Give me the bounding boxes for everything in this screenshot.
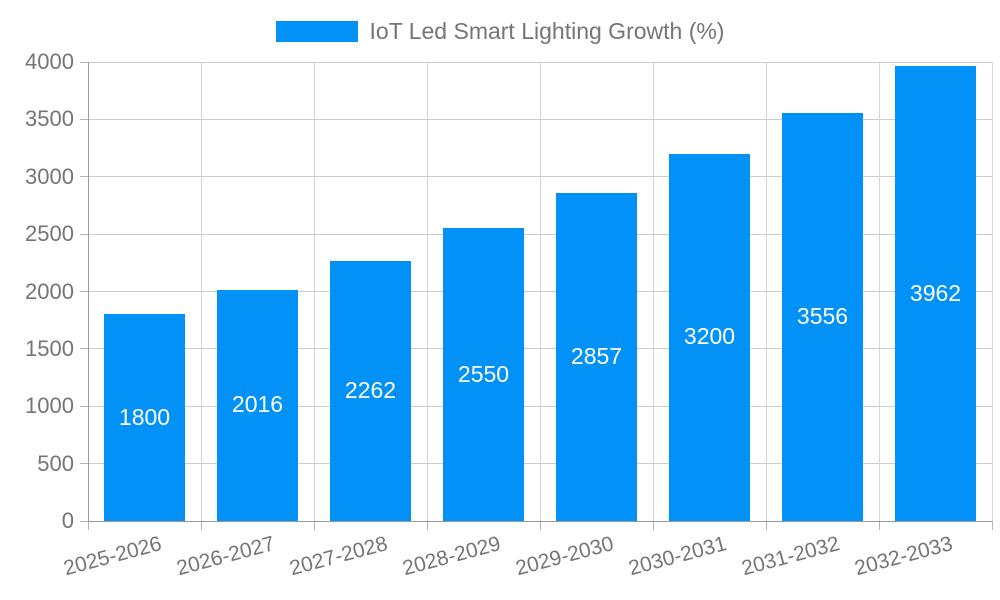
y-axis-tick-label: 4000: [25, 49, 74, 74]
x-axis-tick: [200, 521, 202, 530]
y-axis-tick: [80, 118, 88, 120]
bar-value-label: 3962: [909, 279, 962, 306]
y-axis-tick: [80, 61, 88, 63]
bar-value-label: 3556: [796, 302, 849, 329]
x-axis-tick: [991, 521, 993, 530]
y-axis-tick: [80, 520, 88, 522]
y-axis-tick: [80, 176, 88, 178]
bar-value-label: 2016: [231, 391, 284, 418]
legend[interactable]: IoT Led Smart Lighting Growth (%): [0, 18, 1000, 45]
legend-swatch-icon: [275, 21, 358, 42]
x-axis-tick: [313, 521, 315, 530]
x-axis-tick-label: 2027-2028: [287, 532, 391, 581]
v-gridline: [878, 62, 880, 521]
y-axis-tick-label: 3500: [25, 106, 74, 132]
y-axis-tick-label: 500: [37, 450, 74, 476]
x-axis-tick-label: 2032-2033: [852, 532, 956, 581]
bar: [782, 112, 863, 521]
x-axis-tick-label: 2031-2032: [739, 532, 843, 581]
y-axis-line: [87, 62, 89, 522]
x-axis-tick: [878, 521, 880, 530]
y-axis-tick: [80, 348, 88, 350]
x-axis-tick: [426, 521, 428, 530]
y-axis-tick-label: 2500: [25, 221, 74, 247]
x-axis-tick-label: 2030-2031: [626, 532, 730, 581]
y-axis-tick-label: 1500: [25, 335, 74, 361]
y-axis-tick: [80, 463, 88, 465]
bar: [669, 153, 750, 521]
y-axis-tick: [80, 405, 88, 407]
x-axis-tick-label: 2026-2027: [174, 532, 278, 581]
bar: [104, 314, 185, 521]
v-gridline: [200, 62, 202, 521]
x-axis-tick-label: 2028-2029: [400, 532, 504, 581]
bar: [556, 193, 637, 521]
v-gridline: [652, 62, 654, 521]
y-axis-tick: [80, 233, 88, 235]
bar-value-label: 3200: [683, 323, 736, 350]
legend-series-label: IoT Led Smart Lighting Growth (%): [369, 18, 725, 44]
x-axis-line: [88, 520, 992, 522]
x-axis-tick-label: 2029-2030: [513, 532, 617, 581]
bar-value-label: 2550: [457, 360, 510, 387]
y-axis-tick: [80, 291, 88, 292]
y-axis-tick-label: 2000: [25, 278, 74, 304]
x-axis-tick: [539, 521, 541, 530]
bar: [217, 289, 298, 521]
v-gridline: [426, 62, 428, 521]
bar-value-label: 2857: [570, 343, 623, 370]
y-axis-tick-label: 0: [61, 508, 74, 533]
v-gridline: [539, 62, 541, 521]
x-axis-tick: [652, 521, 654, 530]
v-gridline: [765, 62, 767, 521]
x-axis-tick-label: 2025-2026: [61, 532, 165, 581]
bar-value-label: 2262: [344, 377, 397, 404]
x-axis-tick: [87, 521, 89, 530]
bar: [895, 66, 976, 521]
v-gridline: [313, 62, 315, 521]
bar: [330, 261, 411, 521]
y-axis-tick-label: 1000: [25, 393, 74, 419]
bar-value-label: 1800: [118, 403, 171, 430]
x-axis-tick: [765, 521, 767, 530]
v-gridline: [991, 62, 993, 521]
bar: [443, 228, 524, 521]
y-axis-tick-label: 3000: [25, 163, 74, 189]
